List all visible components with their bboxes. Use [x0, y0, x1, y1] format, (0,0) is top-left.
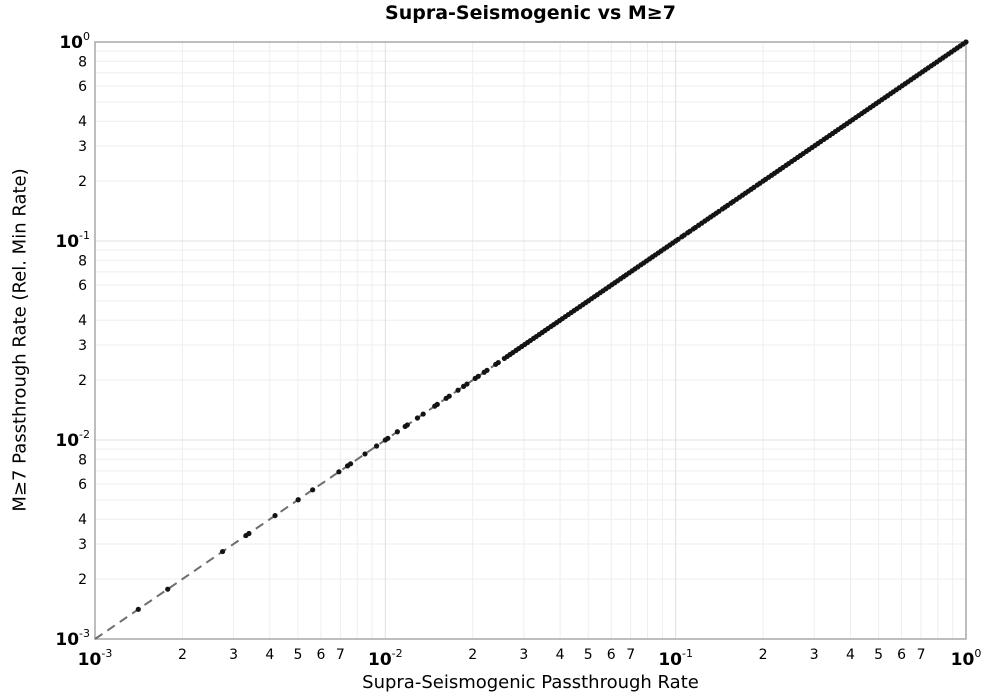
- y-minor-tick-label: 2: [78, 373, 87, 389]
- x-minor-tick-label: 5: [874, 647, 883, 663]
- y-minor-tick-label: 2: [78, 572, 87, 588]
- y-minor-tick-label: 8: [78, 253, 87, 269]
- x-minor-tick-label: 4: [846, 647, 855, 663]
- y-minor-tick-label: 6: [78, 79, 87, 95]
- x-minor-tick-label: 6: [316, 647, 325, 663]
- chart-title: Supra-Seismogenic vs M≥7: [385, 2, 676, 24]
- x-major-tick-label: 10-3: [78, 647, 113, 670]
- x-major-tick-label: 100: [951, 647, 982, 670]
- y-major-tick-label: 10-1: [55, 229, 90, 252]
- y-minor-tick-label: 6: [78, 477, 87, 493]
- y-minor-tick-label: 4: [78, 512, 87, 528]
- x-minor-tick-label: 2: [178, 647, 187, 663]
- y-major-tick-label: 10-2: [55, 428, 90, 451]
- x-major-tick-label: 10-1: [658, 647, 693, 670]
- y-minor-tick-label: 2: [78, 174, 87, 190]
- x-minor-tick-label: 6: [607, 647, 616, 663]
- x-axis-title: Supra-Seismogenic Passthrough Rate: [362, 672, 699, 693]
- y-minor-tick-label: 3: [78, 537, 87, 553]
- y-minor-tick-label: 8: [78, 452, 87, 468]
- x-minor-tick-label: 7: [626, 647, 635, 663]
- y-minor-tick-label: 4: [78, 313, 87, 329]
- x-major-tick-label: 10-2: [368, 647, 403, 670]
- x-minor-tick-label: 4: [556, 647, 565, 663]
- y-major-tick-label: 10-3: [55, 627, 90, 650]
- y-minor-tick-label: 3: [78, 139, 87, 155]
- y-minor-tick-label: 8: [78, 54, 87, 70]
- y-axis-title: M≥7 Passthrough Rate (Rel. Min Rate): [9, 168, 31, 512]
- y-minor-tick-label: 3: [78, 338, 87, 354]
- x-minor-tick-label: 5: [584, 647, 593, 663]
- y-minor-tick-label: 6: [78, 278, 87, 294]
- x-minor-tick-label: 7: [336, 647, 345, 663]
- x-minor-tick-label: 4: [265, 647, 274, 663]
- x-minor-tick-label: 2: [468, 647, 477, 663]
- y-minor-tick-label: 4: [78, 114, 87, 130]
- scatter-series: [135, 39, 969, 612]
- y-major-tick-label: 100: [59, 30, 90, 53]
- x-minor-tick-label: 7: [917, 647, 926, 663]
- x-minor-tick-label: 3: [519, 647, 528, 663]
- x-minor-tick-label: 5: [293, 647, 302, 663]
- x-minor-tick-label: 3: [229, 647, 238, 663]
- x-minor-tick-label: 2: [759, 647, 768, 663]
- x-minor-tick-label: 3: [810, 647, 819, 663]
- x-minor-tick-label: 6: [897, 647, 906, 663]
